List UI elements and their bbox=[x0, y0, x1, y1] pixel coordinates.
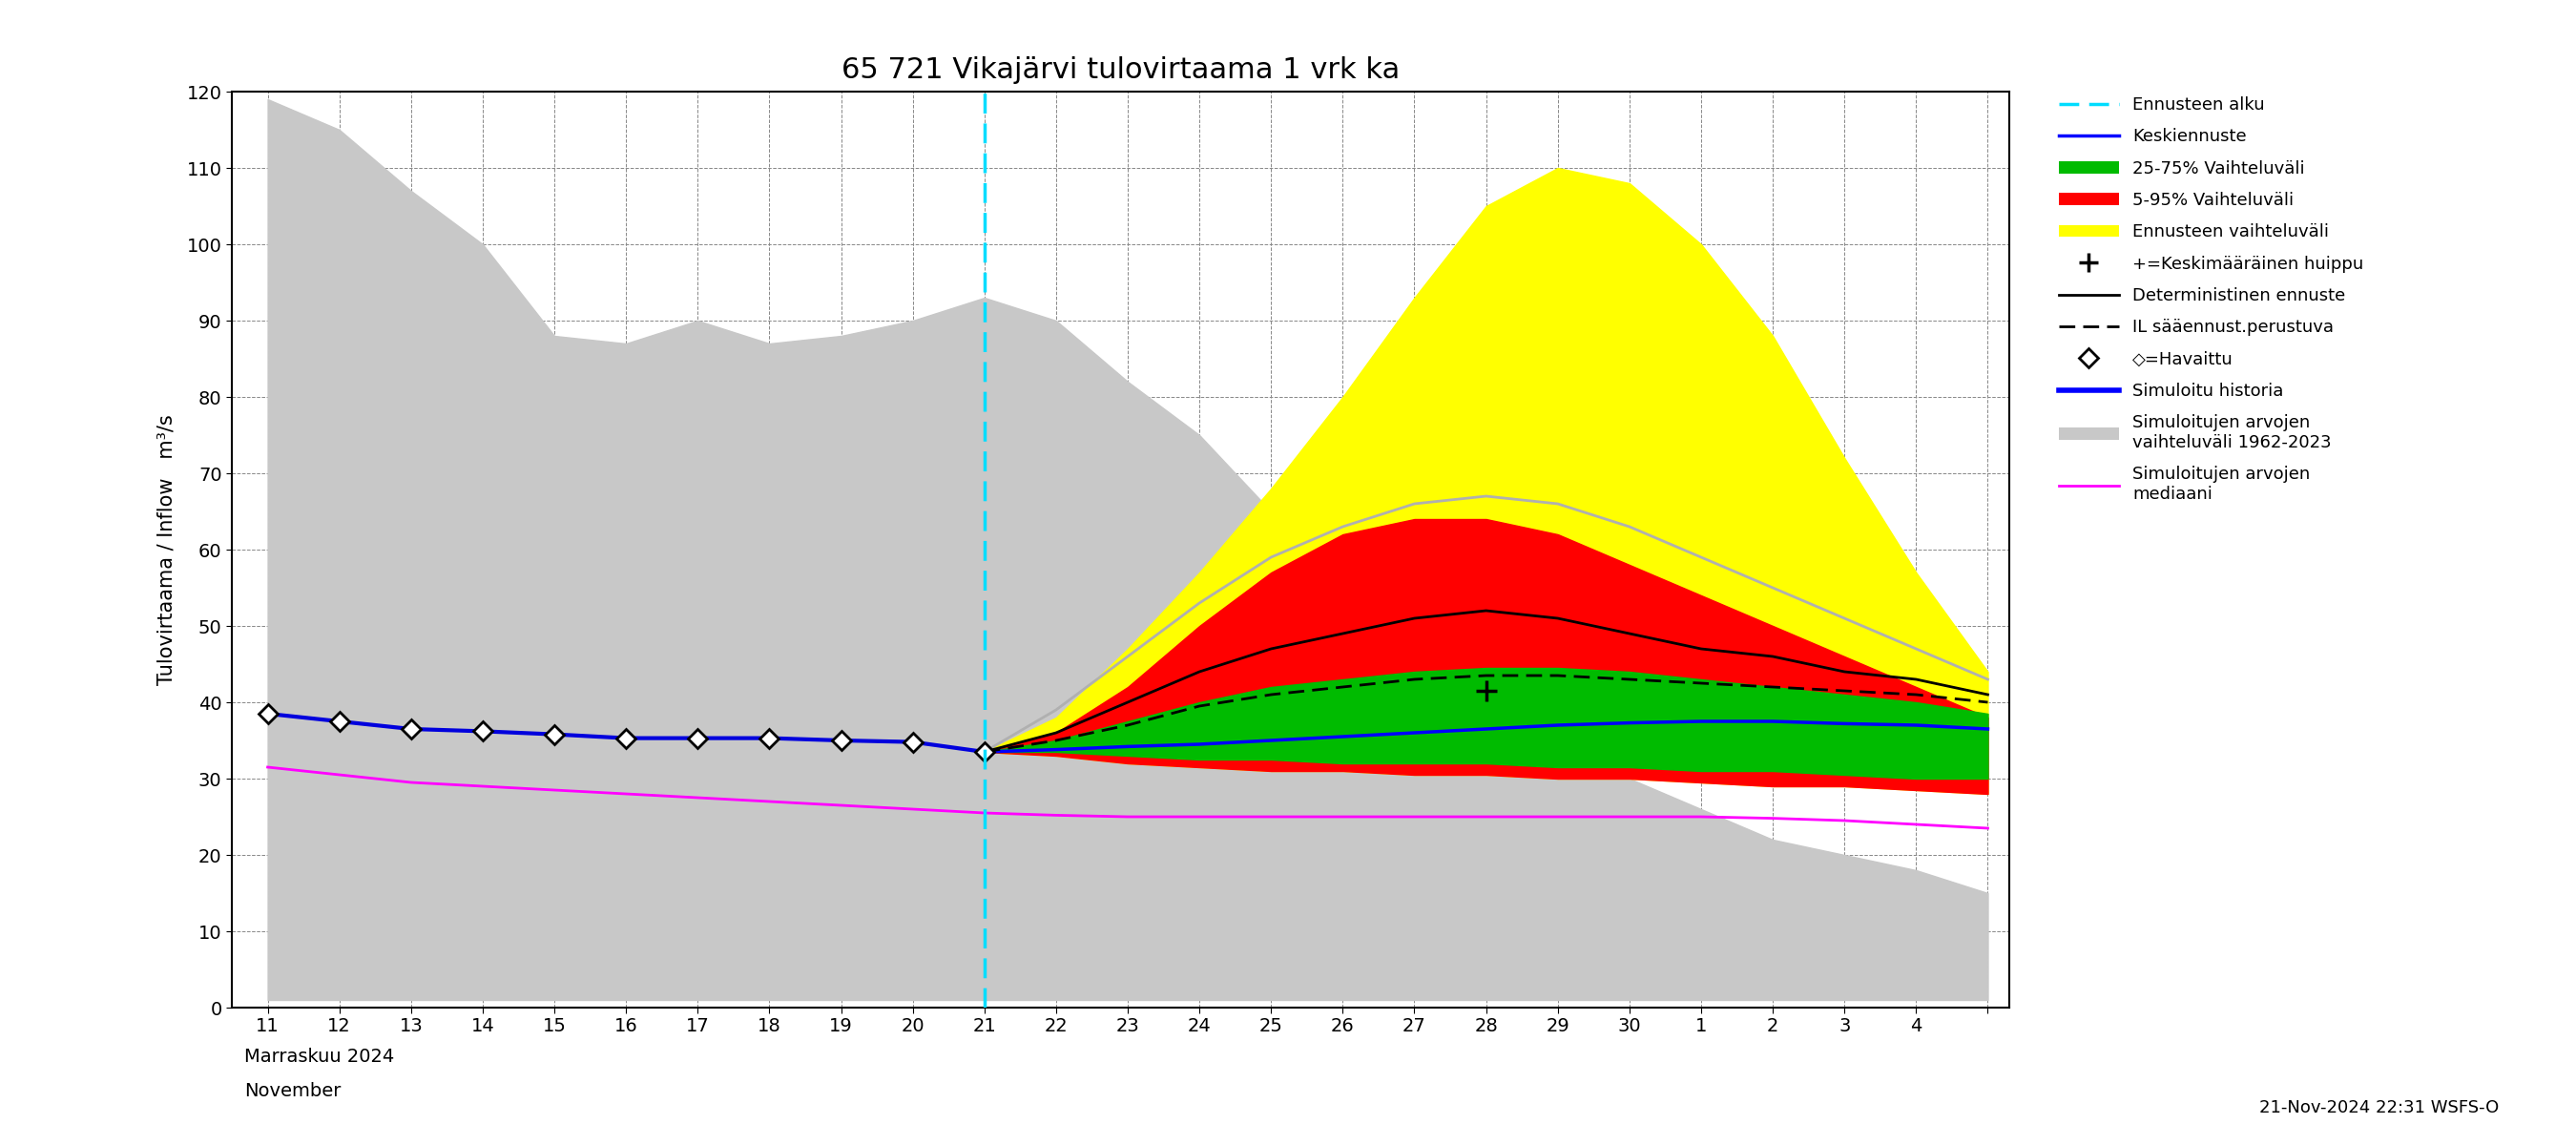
Title: 65 721 Vikajärvi tulovirtaama 1 vrk ka: 65 721 Vikajärvi tulovirtaama 1 vrk ka bbox=[842, 56, 1399, 84]
Y-axis label: Tulovirtaama / Inflow   m³/s: Tulovirtaama / Inflow m³/s bbox=[157, 414, 175, 685]
Legend: Ennusteen alku, Keskiennuste, 25-75% Vaihteluväli, 5-95% Vaihteluväli, Ennusteen: Ennusteen alku, Keskiennuste, 25-75% Vai… bbox=[2053, 92, 2370, 508]
Text: November: November bbox=[245, 1082, 343, 1100]
Text: 21-Nov-2024 22:31 WSFS-O: 21-Nov-2024 22:31 WSFS-O bbox=[2259, 1099, 2499, 1116]
Text: Marraskuu 2024: Marraskuu 2024 bbox=[245, 1048, 394, 1066]
